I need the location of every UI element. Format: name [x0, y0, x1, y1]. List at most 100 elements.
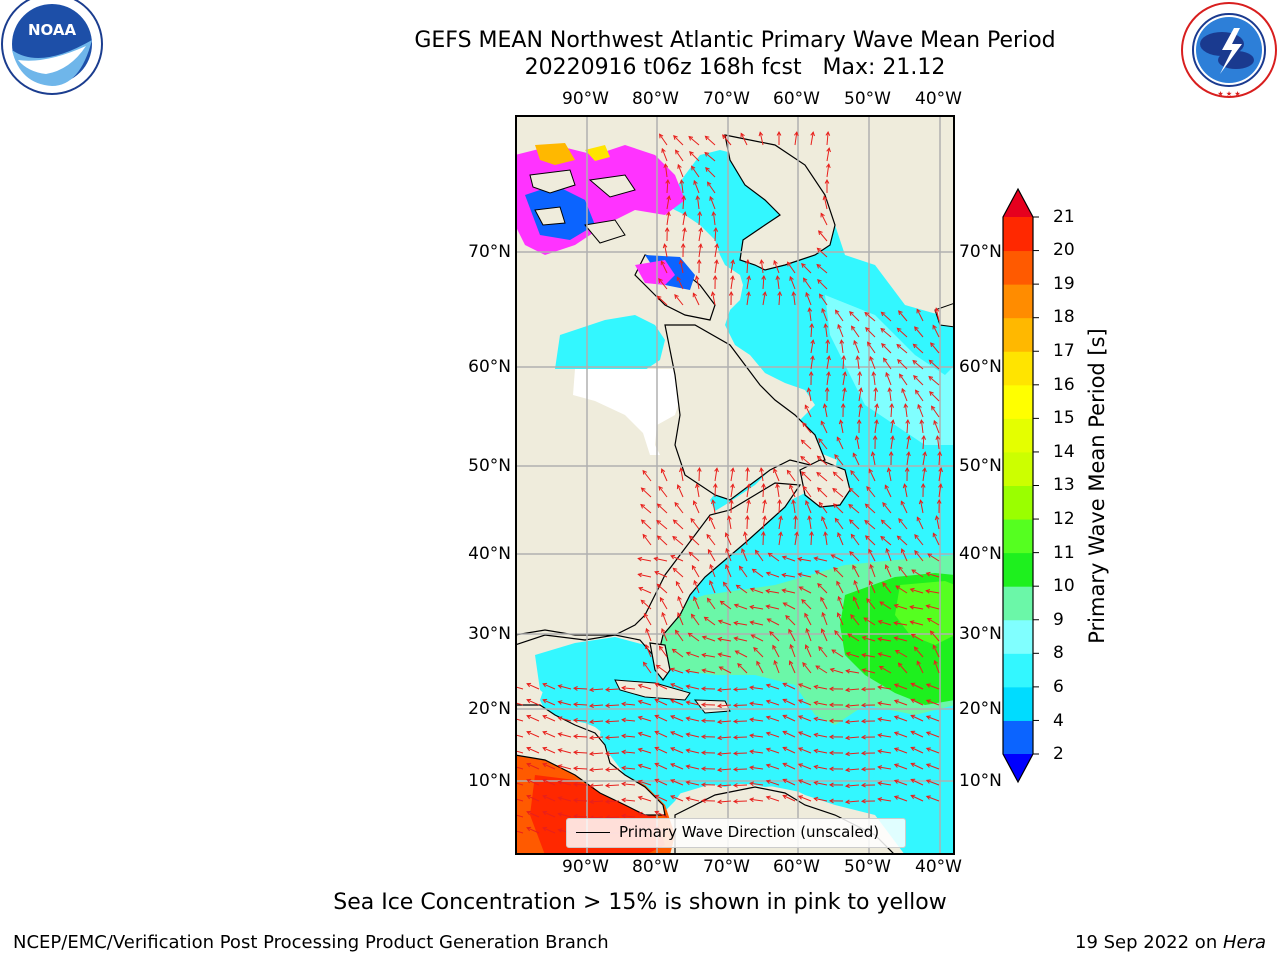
wave-direction-arrowhead [914, 549, 919, 555]
colorbar-segment [1003, 284, 1033, 319]
wave-direction-arrow [782, 574, 796, 578]
wave-direction-arrow [865, 503, 876, 514]
wave-direction-arrow [798, 731, 812, 738]
wave-direction-arrowhead [778, 531, 783, 537]
wave-direction-arrow [719, 666, 732, 674]
wave-direction-arrowhead [621, 749, 626, 755]
wave-direction-arrowhead [724, 532, 730, 538]
wave-direction-arrowhead [697, 210, 703, 216]
wave-direction-arrowhead [893, 603, 899, 609]
wave-direction-arrowhead [825, 130, 831, 136]
wave-direction-arrowhead [749, 717, 754, 723]
wave-direction-arrowhead [877, 781, 883, 786]
wave-direction-arrowhead [654, 762, 660, 768]
wave-direction-arrow [897, 535, 908, 546]
wave-direction-arrowhead [749, 701, 754, 707]
wave-direction-arrow [676, 277, 684, 290]
wave-direction-arrowhead [855, 355, 861, 360]
wave-direction-arrowhead [832, 471, 838, 477]
wave-direction-arrowhead [902, 483, 908, 489]
wave-direction-arrowhead [893, 636, 899, 641]
wave-direction-arrow [864, 312, 876, 322]
lat-label-left-70n: 70°N [468, 242, 511, 262]
wave-direction-arrowhead [666, 211, 671, 217]
wave-direction-arrow [917, 404, 924, 418]
wave-direction-arrow [818, 502, 828, 514]
wave-direction-arrowhead [797, 779, 803, 784]
wave-direction-arrowhead [866, 485, 871, 491]
wave-direction-arrowhead [526, 746, 532, 752]
wave-direction-arrowhead [850, 533, 856, 539]
wave-direction-arrowhead [858, 387, 863, 393]
wave-direction-arrow [717, 720, 732, 723]
wave-direction-arrowhead [821, 516, 826, 522]
lat-label-left-40n: 40°N [468, 544, 511, 564]
wave-direction-arrow [750, 588, 764, 594]
wave-direction-arrowhead [572, 766, 578, 771]
wave-direction-arrow [686, 749, 700, 754]
wave-direction-arrowhead [810, 355, 815, 361]
wave-direction-arrowhead [693, 596, 698, 602]
wave-direction-arrow [672, 536, 684, 546]
wave-direction-arrow [746, 500, 750, 514]
wave-direction-arrow [767, 618, 780, 626]
wave-direction-arrowhead [674, 293, 679, 299]
wave-direction-arrow [688, 136, 700, 146]
wave-direction-arrow [938, 451, 941, 466]
wave-direction-arrowhead [880, 519, 886, 525]
wave-direction-arrowhead [893, 731, 899, 736]
wave-direction-arrow [826, 131, 829, 146]
wave-direction-arrow [858, 404, 862, 418]
lon-label-top-60w: 60°W [773, 89, 820, 109]
wave-direction-arrowhead [918, 499, 924, 505]
wave-direction-arrow [913, 375, 924, 386]
wave-direction-arrowhead [828, 766, 834, 772]
wave-direction-arrowhead [828, 750, 834, 756]
wave-direction-arrowhead [820, 596, 825, 602]
wave-direction-arrow [922, 452, 926, 466]
wave-direction-arrowhead [868, 580, 874, 586]
wave-direction-arrowhead [654, 746, 660, 752]
sea-ice-archipelago [515, 143, 695, 290]
wave-direction-arrowhead [882, 581, 887, 587]
wave-direction-arrowhead [900, 500, 905, 506]
colorbar-segment [1003, 250, 1033, 285]
wave-direction-arrowhead [893, 621, 899, 626]
wave-direction-arrowhead [572, 750, 578, 755]
wave-direction-arrowhead [653, 556, 659, 562]
florida [649, 642, 671, 682]
wave-direction-arrowhead [716, 735, 722, 741]
wave-direction-arrow [622, 799, 636, 802]
wave-direction-arrow [725, 564, 732, 578]
greenland [724, 134, 836, 271]
wave-direction-arrow [865, 535, 876, 546]
wave-direction-arrow [894, 637, 908, 642]
wave-direction-arrow [810, 323, 813, 338]
lon-label-bottom-70w: 70°W [703, 857, 750, 877]
lat-label-right-20n: 20°N [959, 699, 1002, 719]
wave-direction-arrowhead [925, 715, 931, 720]
wave-direction-arrow [782, 763, 796, 770]
wave-direction-arrowhead [818, 645, 823, 651]
wave-direction-arrow [845, 768, 860, 771]
wave-direction-arrowhead [765, 779, 771, 785]
wave-direction-arrow [739, 566, 748, 578]
wave-direction-arrow [834, 630, 844, 642]
wave-direction-arrow [901, 548, 908, 562]
wave-direction-arrowhead [637, 811, 643, 817]
wave-direction-arrowhead [878, 665, 884, 671]
wave-direction-arrow [831, 554, 844, 562]
wave-direction-arrowhead [813, 764, 819, 770]
wave-direction-arrow [774, 660, 780, 674]
wave-direction-arrow [782, 731, 796, 738]
wave-direction-arrowhead [588, 719, 594, 725]
wave-direction-arrowhead [749, 781, 754, 787]
wave-direction-arrow [542, 779, 556, 786]
wave-direction-arrow [787, 262, 796, 274]
wave-direction-arrow [526, 715, 540, 722]
wave-direction-arrowhead [711, 211, 717, 216]
wave-direction-arrowhead [756, 660, 761, 666]
wave-direction-arrowhead [879, 601, 885, 606]
wave-direction-arrowhead [912, 343, 918, 349]
wave-direction-arrow [658, 486, 668, 498]
